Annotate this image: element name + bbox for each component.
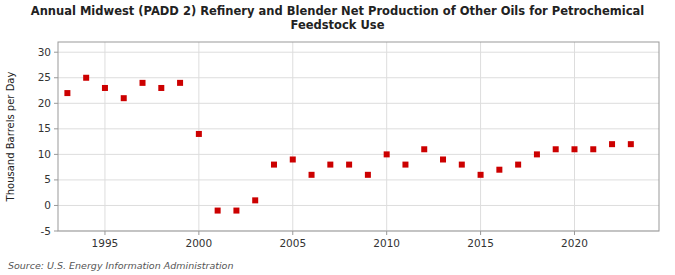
grid-line-y bbox=[58, 154, 659, 155]
x-axis: 1995 2000 2005 2010 2015 2020 bbox=[92, 231, 588, 249]
title: Annual Midwest (PADD 2) Refinery and Ble… bbox=[31, 4, 645, 32]
point bbox=[590, 146, 596, 152]
point bbox=[309, 172, 315, 178]
x-tick-label: 2020 bbox=[561, 237, 588, 249]
y-tick bbox=[54, 77, 58, 78]
title-line: Feedstock Use bbox=[291, 18, 385, 32]
point bbox=[252, 197, 258, 203]
x-tick-label: 2010 bbox=[373, 237, 400, 249]
y-tick-label: 5 bbox=[44, 173, 51, 185]
grid-line-y bbox=[58, 77, 659, 78]
point bbox=[515, 162, 521, 168]
grid-line-y bbox=[58, 128, 659, 129]
grid bbox=[58, 42, 659, 231]
chart: Annual Midwest (PADD 2) Refinery and Ble… bbox=[0, 0, 675, 275]
background bbox=[0, 0, 675, 275]
point bbox=[290, 156, 296, 162]
point bbox=[327, 162, 333, 168]
point bbox=[553, 146, 559, 152]
y-tick-label: 30 bbox=[38, 46, 51, 58]
grid-line-y bbox=[58, 103, 659, 104]
grid-line-x bbox=[480, 42, 481, 231]
x-tick bbox=[198, 231, 199, 235]
point bbox=[121, 95, 127, 101]
y-tick bbox=[54, 205, 58, 206]
y-tick-label: 10 bbox=[38, 148, 51, 160]
y-tick bbox=[54, 103, 58, 104]
point bbox=[496, 167, 502, 173]
y-tick-label: 15 bbox=[38, 122, 51, 134]
point bbox=[440, 156, 446, 162]
point bbox=[534, 151, 540, 157]
point bbox=[402, 162, 408, 168]
grid-line-x bbox=[104, 42, 105, 231]
y-tick bbox=[54, 128, 58, 129]
plot-frame bbox=[58, 42, 659, 231]
point bbox=[628, 141, 634, 147]
x-tick bbox=[292, 231, 293, 235]
point bbox=[140, 80, 146, 86]
point bbox=[196, 131, 202, 137]
x-tick-label: 2000 bbox=[185, 237, 212, 249]
points bbox=[64, 75, 633, 214]
y-tick bbox=[54, 154, 58, 155]
point bbox=[83, 75, 89, 81]
y-tick-label: -5 bbox=[41, 225, 51, 237]
y-tick bbox=[54, 52, 58, 53]
y-tick-label: 20 bbox=[38, 97, 51, 109]
grid-line-x bbox=[386, 42, 387, 231]
point bbox=[271, 162, 277, 168]
y-tick-label: 0 bbox=[44, 199, 51, 211]
point bbox=[609, 141, 615, 147]
y-axis-label: Thousand Barrels per Day bbox=[5, 72, 16, 203]
point bbox=[365, 172, 371, 178]
point bbox=[102, 85, 108, 91]
point bbox=[384, 151, 390, 157]
point bbox=[571, 146, 577, 152]
y-tick-label: 25 bbox=[38, 71, 51, 83]
point bbox=[421, 146, 427, 152]
x-tick-label: 2005 bbox=[279, 237, 306, 249]
x-tick bbox=[104, 231, 105, 235]
x-tick bbox=[574, 231, 575, 235]
point bbox=[177, 80, 183, 86]
y-axis: -5 0 5 10 15 20 25 30 bbox=[38, 46, 58, 237]
source-note: Source: U.S. Energy Information Administ… bbox=[8, 260, 233, 271]
y-tick bbox=[54, 231, 58, 232]
x-tick-label: 1995 bbox=[92, 237, 119, 249]
grid-line-x bbox=[292, 42, 293, 231]
point bbox=[346, 162, 352, 168]
x-tick bbox=[480, 231, 481, 235]
point bbox=[158, 85, 164, 91]
point bbox=[459, 162, 465, 168]
grid-line-y bbox=[58, 179, 659, 180]
grid-line-y bbox=[58, 205, 659, 206]
point bbox=[478, 172, 484, 178]
grid-line-x bbox=[574, 42, 575, 231]
point bbox=[64, 90, 70, 96]
point bbox=[233, 208, 239, 214]
x-tick bbox=[386, 231, 387, 235]
title-line: Annual Midwest (PADD 2) Refinery and Ble… bbox=[31, 4, 645, 18]
y-tick bbox=[54, 179, 58, 180]
grid-line-y bbox=[58, 52, 659, 53]
x-tick-label: 2015 bbox=[467, 237, 494, 249]
point bbox=[215, 208, 221, 214]
